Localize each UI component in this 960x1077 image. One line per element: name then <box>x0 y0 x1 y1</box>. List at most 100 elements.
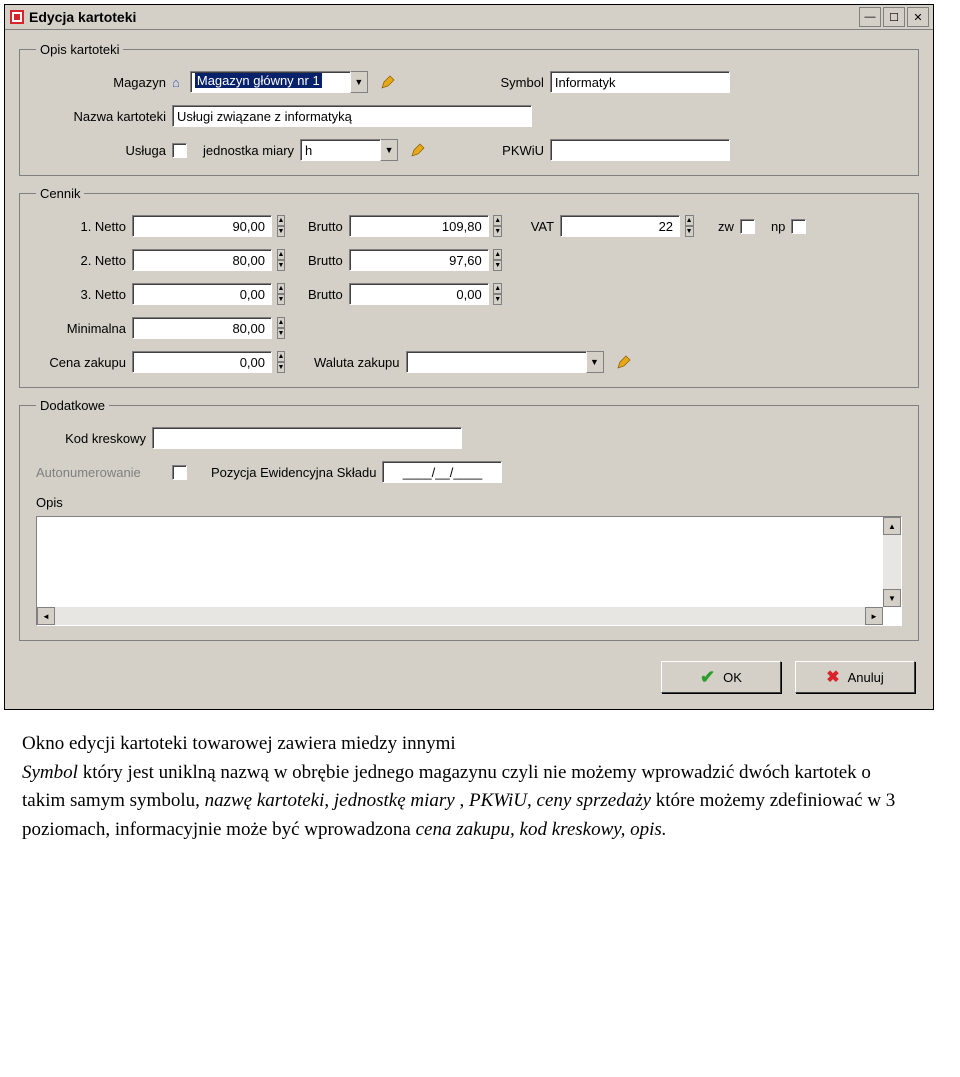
group-opis-kartoteki: Opis kartoteki Magazyn ⌂ Magazyn główny … <box>19 42 919 176</box>
label-brutto2: Brutto <box>308 253 343 268</box>
label-pkwiu: PKWiU <box>464 143 544 158</box>
label-netto1: 1. Netto <box>36 219 126 234</box>
label-opis: Opis <box>36 495 96 510</box>
spin-brutto3[interactable]: ▲▼ <box>349 283 507 305</box>
minimize-button[interactable]: — <box>859 7 881 27</box>
spin-up-icon[interactable]: ▲ <box>685 215 694 226</box>
input-nazwa[interactable] <box>172 105 532 127</box>
input-symbol[interactable] <box>550 71 730 93</box>
label-pes: Pozycja Ewidencyjna Składu <box>211 465 376 480</box>
dropdown-icon[interactable]: ▼ <box>586 351 604 373</box>
label-magazyn: Magazyn <box>36 75 166 90</box>
pencil-icon[interactable] <box>408 140 428 160</box>
spin-down-icon[interactable]: ▼ <box>277 260 286 271</box>
group-cennik: Cennik 1. Netto ▲▼ Brutto ▲▼ VAT ▲▼ zw <box>19 186 919 388</box>
checkbox-usluga[interactable] <box>172 143 187 158</box>
label-brutto3: Brutto <box>308 287 343 302</box>
scrollbar-horizontal[interactable]: ◄ ► <box>37 607 883 625</box>
scroll-track[interactable] <box>883 535 901 589</box>
label-minimalna: Minimalna <box>36 321 126 336</box>
ok-button[interactable]: ✔ OK <box>661 661 781 693</box>
maximize-button[interactable]: ☐ <box>883 7 905 27</box>
spin-down-icon[interactable]: ▼ <box>493 294 502 305</box>
spin-up-icon[interactable]: ▲ <box>493 283 502 294</box>
window-title: Edycja kartoteki <box>29 9 857 25</box>
spin-up-icon[interactable]: ▲ <box>277 249 286 260</box>
pencil-icon[interactable] <box>378 72 398 92</box>
label-netto3: 3. Netto <box>36 287 126 302</box>
group-dodatkowe: Dodatkowe Kod kreskowy Autonumerowanie P… <box>19 398 919 641</box>
spin-up-icon[interactable]: ▲ <box>277 317 286 328</box>
spin-up-icon[interactable]: ▲ <box>493 249 502 260</box>
magazyn-value: Magazyn główny nr 1 <box>195 73 322 88</box>
x-icon: ✖ <box>826 667 839 687</box>
spin-down-icon[interactable]: ▼ <box>493 226 502 237</box>
spin-netto1[interactable]: ▲▼ <box>132 215 290 237</box>
scroll-down-icon[interactable]: ▼ <box>883 589 901 607</box>
button-row: ✔ OK ✖ Anuluj <box>19 651 919 695</box>
label-kod-kreskowy: Kod kreskowy <box>36 431 146 446</box>
combo-magazyn[interactable]: Magazyn główny nr 1 ▼ <box>190 71 368 93</box>
titlebar: Edycja kartoteki — ☐ ✕ <box>5 5 933 30</box>
input-kod-kreskowy[interactable] <box>152 427 462 449</box>
jm-value[interactable] <box>300 139 380 161</box>
label-autonumerowanie: Autonumerowanie <box>36 465 166 480</box>
textarea-opis-wrap: ▲ ▼ ◄ ► <box>36 516 902 626</box>
spin-netto2[interactable]: ▲▼ <box>132 249 290 271</box>
input-pkwiu[interactable] <box>550 139 730 161</box>
spin-vat[interactable]: ▲▼ <box>560 215 698 237</box>
spin-brutto1[interactable]: ▲▼ <box>349 215 507 237</box>
label-vat: VAT <box>531 219 554 234</box>
combo-jm[interactable]: ▼ <box>300 139 398 161</box>
caption-text: Okno edycji kartoteki towarowej zawiera … <box>0 714 920 860</box>
dropdown-icon[interactable]: ▼ <box>350 71 368 93</box>
label-usluga: Usługa <box>36 143 166 158</box>
ok-label: OK <box>723 670 742 685</box>
cancel-label: Anuluj <box>848 670 884 685</box>
scroll-left-icon[interactable]: ◄ <box>37 607 55 625</box>
spin-down-icon[interactable]: ▼ <box>277 294 286 305</box>
scroll-right-icon[interactable]: ► <box>865 607 883 625</box>
scrollbar-vertical[interactable]: ▲ ▼ <box>883 517 901 607</box>
close-button[interactable]: ✕ <box>907 7 929 27</box>
spin-up-icon[interactable]: ▲ <box>277 283 286 294</box>
input-pes[interactable] <box>382 461 502 483</box>
checkbox-np[interactable] <box>791 219 806 234</box>
pencil-icon[interactable] <box>614 352 634 372</box>
check-icon: ✔ <box>700 667 715 688</box>
checkbox-autonumerowanie[interactable] <box>172 465 187 480</box>
spin-netto3[interactable]: ▲▼ <box>132 283 290 305</box>
house-icon: ⌂ <box>172 75 180 90</box>
cancel-button[interactable]: ✖ Anuluj <box>795 661 915 693</box>
spin-up-icon[interactable]: ▲ <box>493 215 502 226</box>
client-area: Opis kartoteki Magazyn ⌂ Magazyn główny … <box>5 30 933 709</box>
dropdown-icon[interactable]: ▼ <box>380 139 398 161</box>
spin-down-icon[interactable]: ▼ <box>277 328 286 339</box>
spin-down-icon[interactable]: ▼ <box>277 226 286 237</box>
app-icon <box>9 9 25 25</box>
label-nazwa: Nazwa kartoteki <box>36 109 166 124</box>
spin-up-icon[interactable]: ▲ <box>277 351 286 362</box>
label-cena-zakupu: Cena zakupu <box>36 355 126 370</box>
spin-brutto2[interactable]: ▲▼ <box>349 249 507 271</box>
label-waluta: Waluta zakupu <box>314 355 400 370</box>
window: Edycja kartoteki — ☐ ✕ Opis kartoteki Ma… <box>4 4 934 710</box>
spin-cena-zakupu[interactable]: ▲▼ <box>132 351 290 373</box>
spin-down-icon[interactable]: ▼ <box>493 260 502 271</box>
spin-down-icon[interactable]: ▼ <box>685 226 694 237</box>
label-brutto1: Brutto <box>308 219 343 234</box>
legend-opis: Opis kartoteki <box>36 42 123 57</box>
legend-cennik: Cennik <box>36 186 84 201</box>
scroll-track[interactable] <box>55 607 865 625</box>
label-zw: zw <box>718 219 734 234</box>
scroll-up-icon[interactable]: ▲ <box>883 517 901 535</box>
label-symbol: Symbol <box>444 75 544 90</box>
spin-down-icon[interactable]: ▼ <box>277 362 286 373</box>
textarea-opis[interactable] <box>37 517 883 607</box>
combo-waluta[interactable]: ▼ <box>406 351 604 373</box>
checkbox-zw[interactable] <box>740 219 755 234</box>
label-netto2: 2. Netto <box>36 253 126 268</box>
spin-up-icon[interactable]: ▲ <box>277 215 286 226</box>
label-np: np <box>771 219 785 234</box>
spin-minimalna[interactable]: ▲▼ <box>132 317 290 339</box>
